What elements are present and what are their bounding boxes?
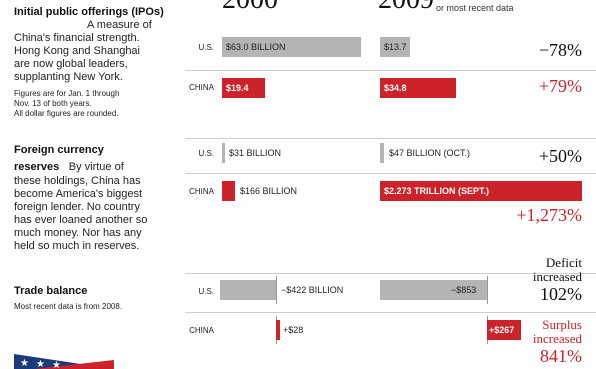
reserves-desc-line-6: held so much in reserves. — [14, 240, 140, 252]
year-2000-header: 2000 — [222, 0, 278, 14]
country-label-us: U.S. — [198, 43, 214, 52]
country-label-us: U.S. — [198, 149, 214, 158]
ipo-desc-line-3: Hong Kong and Shanghai — [14, 45, 140, 57]
change-note-trade-china-1: Surplus — [542, 317, 582, 332]
reserves-desc-line-0: By virtue of — [68, 161, 124, 173]
svg-text:★: ★ — [36, 359, 45, 369]
reserves-description: Foreign currency reserves By virtue of t… — [14, 144, 174, 253]
bar-reserves-us-2000 — [222, 143, 225, 163]
country-label-us: U.S. — [198, 287, 214, 296]
change-reserves-china: +1,273% — [516, 205, 582, 225]
value-label-reserves-china-2009: $2.273 TRILLION (SEPT.) — [384, 186, 490, 196]
us-flag-graphic: ★ ★ ★ — [14, 348, 114, 369]
row-separator — [185, 312, 596, 313]
reserves-title-line-1: Foreign currency — [14, 144, 104, 156]
value-label-reserves-us-2000: $31 BILLION — [229, 148, 282, 158]
svg-text:★: ★ — [52, 360, 61, 369]
value-label-ipo-us-2009: $13.7 — [384, 42, 407, 52]
value-label-reserves-china-2000: $166 BILLION — [240, 186, 298, 196]
change-trade-china: 841% — [540, 346, 582, 366]
value-label-trade-china-2009: +$267 — [489, 325, 515, 335]
ipo-note-line-1: Figures are for Jan. 1 through — [14, 89, 120, 98]
bar-trade-china-2009 — [487, 320, 521, 340]
change-reserves-us: +50% — [538, 146, 582, 166]
bar-reserves-us-2009 — [380, 143, 384, 163]
trade-description: Trade balance Most recent data is from 2… — [14, 285, 174, 312]
trade-note: Most recent data is from 2008. — [14, 302, 123, 311]
change-ipo-us: −78% — [538, 40, 582, 60]
bar-ipo-china-2009 — [380, 78, 456, 98]
ipo-description: Initial public offerings (IPOs) A measur… — [14, 6, 174, 119]
change-note-trade-china-2: increased — [532, 331, 582, 346]
bar-trade-us-2000 — [220, 280, 276, 300]
change-ipo-china: +79% — [538, 76, 582, 96]
ipo-note-line-3: All dollar figures are rounded. — [14, 109, 119, 118]
ipo-note-line-2: Nov. 13 of both years. — [14, 99, 92, 108]
value-label-trade-us-2000: −$422 BILLION — [281, 285, 344, 295]
row-separator — [185, 173, 596, 174]
value-label-ipo-china-2000: $19.4 — [226, 83, 249, 93]
zero-line — [487, 276, 488, 304]
country-label-china: CHINA — [189, 187, 214, 196]
reserves-desc-line-4: has ever loaned another so — [14, 214, 148, 226]
value-label-trade-china-2000: +$28 — [283, 325, 304, 335]
ipo-desc-line-2: China's financial strength. — [14, 32, 140, 44]
country-label-china: CHINA — [189, 326, 214, 335]
value-label-trade-us-2009: −$853 — [451, 285, 477, 295]
reserves-desc-line-3: foreign lender. No country — [14, 201, 140, 213]
trade-title: Trade balance — [14, 285, 88, 297]
change-trade-us: 102% — [540, 284, 582, 304]
row-separator — [185, 70, 596, 71]
change-note-trade-us-2: increased — [532, 269, 582, 284]
country-label-china: CHINA — [189, 83, 214, 92]
year-2009-note: or most recent data — [436, 3, 514, 13]
change-note-trade-us-1: Deficit — [545, 255, 582, 270]
value-label-ipo-china-2009: $34.8 — [384, 83, 407, 93]
svg-text:★: ★ — [20, 358, 29, 369]
bar-trade-china-2000 — [276, 320, 280, 340]
bar-ipo-china-2000 — [222, 78, 265, 98]
reserves-desc-line-2: become America's biggest — [14, 188, 143, 200]
year-2009-header: 2009 — [378, 0, 434, 14]
bar-ipo-us-2009 — [380, 37, 410, 57]
ipo-desc-line-4: are now global leaders, — [14, 58, 128, 70]
ipo-desc-line-5: supplanting New York. — [14, 71, 123, 83]
bar-reserves-china-2009 — [380, 181, 582, 201]
zero-line — [276, 276, 277, 304]
value-label-ipo-us-2000: $63.0 BILLION — [226, 42, 286, 52]
bar-trade-us-2009 — [380, 280, 487, 300]
reserves-title-line-2: reserves — [14, 161, 60, 173]
ipo-desc-line-1: A measure of — [87, 19, 152, 31]
reserves-desc-line-1: these holdings, China has — [14, 175, 141, 187]
row-separator — [185, 273, 596, 274]
reserves-desc-line-5: much money. Nor has any — [14, 227, 142, 239]
bar-ipo-us-2000 — [222, 37, 361, 57]
value-label-reserves-us-2009: $47 BILLION (OCT.) — [389, 148, 471, 158]
row-separator — [185, 138, 596, 139]
ipo-title: Initial public offerings (IPOs) — [14, 6, 164, 18]
bar-reserves-china-2000 — [222, 181, 235, 201]
